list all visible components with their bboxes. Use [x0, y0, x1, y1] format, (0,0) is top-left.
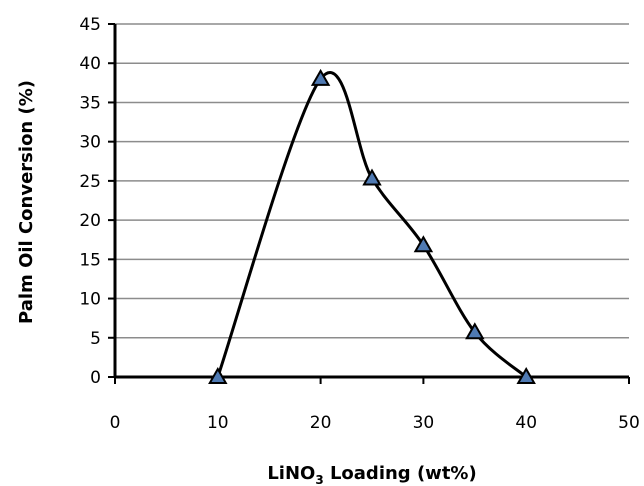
data-point-marker [413, 235, 434, 253]
x-tick-label: 30 [413, 413, 435, 433]
y-tick-labels: 0 5 10 15 20 25 30 35 40 45 [79, 15, 101, 388]
data-point-marker [208, 366, 228, 384]
data-point-marker [310, 68, 331, 86]
x-tick-label: 40 [515, 413, 537, 433]
x-tick-label: 10 [207, 413, 229, 433]
data-point-marker [465, 322, 485, 340]
y-tick-label: 30 [79, 133, 101, 153]
y-tick-label: 40 [79, 54, 101, 74]
y-tick-label: 5 [90, 329, 101, 349]
data-markers [208, 68, 536, 384]
y-tick-label: 0 [90, 368, 101, 388]
x-tick-label: 0 [110, 413, 121, 433]
y-axis-title: Palm Oil Conversion (%) [16, 80, 37, 324]
axes [108, 23, 630, 384]
x-tick-labels: 0 10 20 30 40 50 [110, 413, 640, 433]
x-tick-label: 20 [310, 413, 332, 433]
y-tick-label: 25 [79, 172, 101, 192]
x-axis-title: LiNO3 Loading (wt%) [267, 463, 476, 486]
x-axis-title-subscript: 3 [315, 473, 323, 486]
x-axis-title-main: LiNO [267, 463, 315, 484]
y-tick-label: 15 [79, 250, 101, 270]
data-point-marker [362, 168, 382, 186]
data-point-marker [516, 366, 536, 384]
x-axis-title-rest: Loading (wt%) [324, 463, 477, 484]
y-tick-label: 45 [79, 15, 101, 35]
x-tick-label: 50 [618, 413, 640, 433]
y-tick-label: 35 [79, 93, 101, 113]
y-tick-label: 20 [79, 211, 101, 231]
y-tick-label: 10 [79, 290, 101, 310]
